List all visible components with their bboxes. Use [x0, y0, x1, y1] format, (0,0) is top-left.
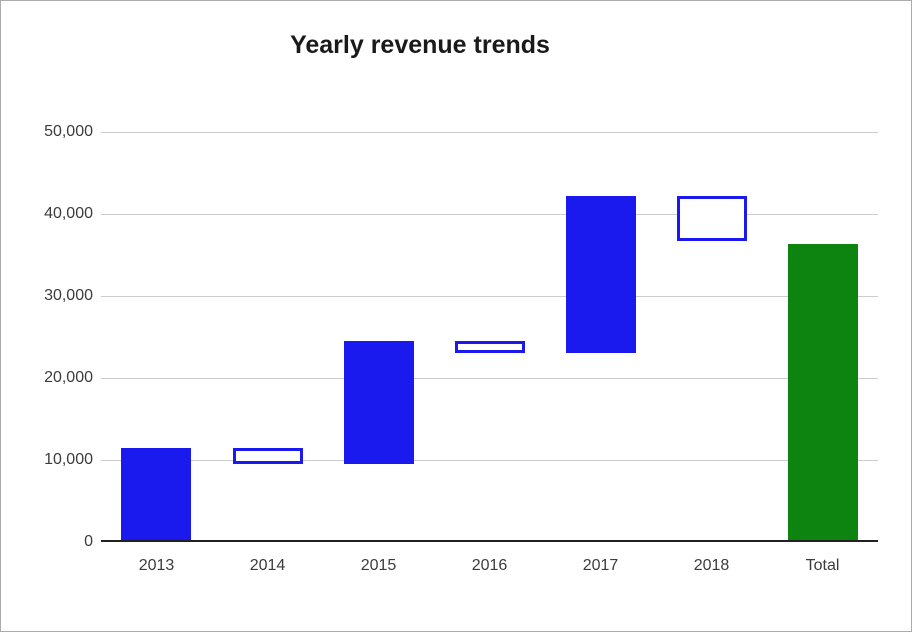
x-axis-label: 2013 [138, 557, 175, 574]
bar-2018 [676, 195, 747, 242]
bar-2017 [565, 195, 636, 354]
x-axis-label: 2014 [249, 557, 286, 574]
x-axis-label: Total [805, 557, 840, 574]
y-axis: 0 10,000 20,000 30,000 40,000 50,000 [1, 123, 93, 550]
y-tick-label: 30,000 [44, 287, 93, 304]
x-axis-label: 2015 [360, 557, 397, 574]
bar-2013 [121, 447, 192, 542]
bar-2014 [232, 447, 303, 465]
y-tick-label: 50,000 [44, 123, 93, 140]
plot-area [101, 132, 878, 542]
bar-2015 [343, 341, 414, 465]
x-axis-baseline [101, 540, 878, 542]
x-axis-label: 2016 [471, 557, 508, 574]
bar-total [787, 244, 858, 542]
bar-2016 [454, 341, 525, 354]
gridline [101, 296, 878, 297]
gridline [101, 378, 878, 379]
gridline [101, 214, 878, 215]
x-axis-label: 2018 [693, 557, 730, 574]
y-tick-label: 10,000 [44, 451, 93, 468]
y-tick-label: 0 [84, 533, 93, 550]
chart-title: Yearly revenue trends [290, 31, 550, 59]
y-tick-label: 20,000 [44, 369, 93, 386]
x-axis-label: 2017 [582, 557, 619, 574]
y-tick-label: 40,000 [44, 205, 93, 222]
gridline [101, 132, 878, 133]
x-axis: 2013 2014 2015 2016 2017 2018 Total [101, 553, 878, 579]
gridline [101, 460, 878, 461]
